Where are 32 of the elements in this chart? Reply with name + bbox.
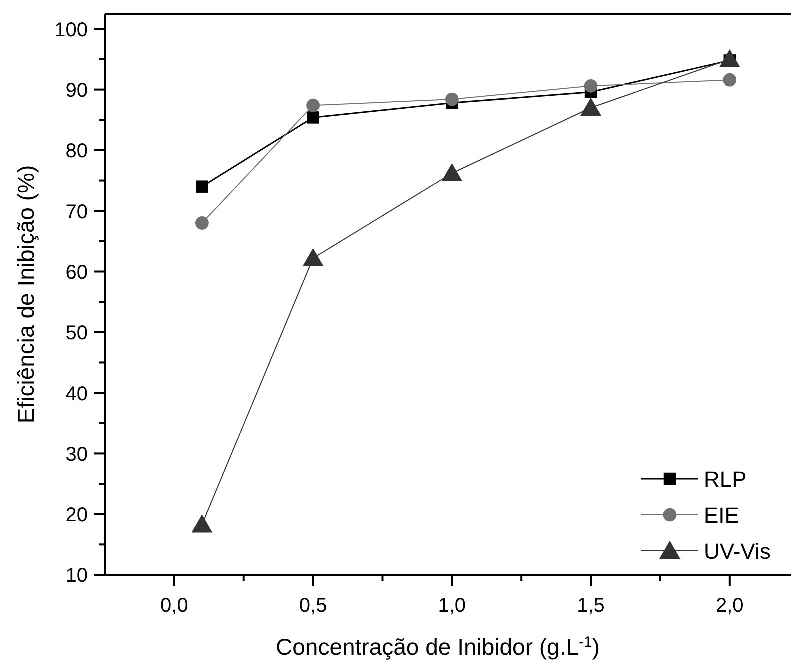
point (302, 248, 324, 266)
x-tick-label: 2,0 (716, 595, 744, 617)
x-tick-label: 0,5 (299, 595, 328, 617)
y-tick-label: 100 (54, 19, 88, 42)
y-tick-label: 60 (66, 262, 88, 284)
point (719, 49, 740, 68)
point (196, 180, 208, 193)
y-tick-label: 40 (66, 383, 88, 406)
point (584, 80, 598, 93)
y-tick-label: 20 (66, 504, 88, 527)
point (442, 163, 463, 182)
point (196, 216, 209, 230)
y-tick-label: 80 (66, 140, 88, 163)
y-tick-label: 70 (66, 201, 88, 224)
legend-label: RLP (704, 466, 747, 492)
legend-label: EIE (704, 502, 740, 528)
point (580, 98, 602, 116)
y-tick-label: 90 (66, 80, 88, 102)
x-tick-label: 1,0 (438, 595, 466, 617)
y-axis-title: Eficiência de Inibição (%) (13, 165, 39, 424)
x-tick-label: 1,5 (577, 595, 605, 617)
y-tick-label: 10 (66, 565, 88, 588)
point (307, 112, 320, 124)
x-tick-label: 0,0 (160, 595, 188, 617)
point (192, 514, 213, 533)
point (445, 92, 459, 106)
y-tick-label: 50 (66, 322, 88, 345)
legend-label: UV-Vis (704, 538, 771, 564)
y-tick-label: 30 (66, 444, 88, 466)
point (306, 98, 320, 112)
point (723, 73, 737, 87)
x-axis-title: Concentração de Inibidor (g.L$^{-1}$) (276, 634, 600, 660)
